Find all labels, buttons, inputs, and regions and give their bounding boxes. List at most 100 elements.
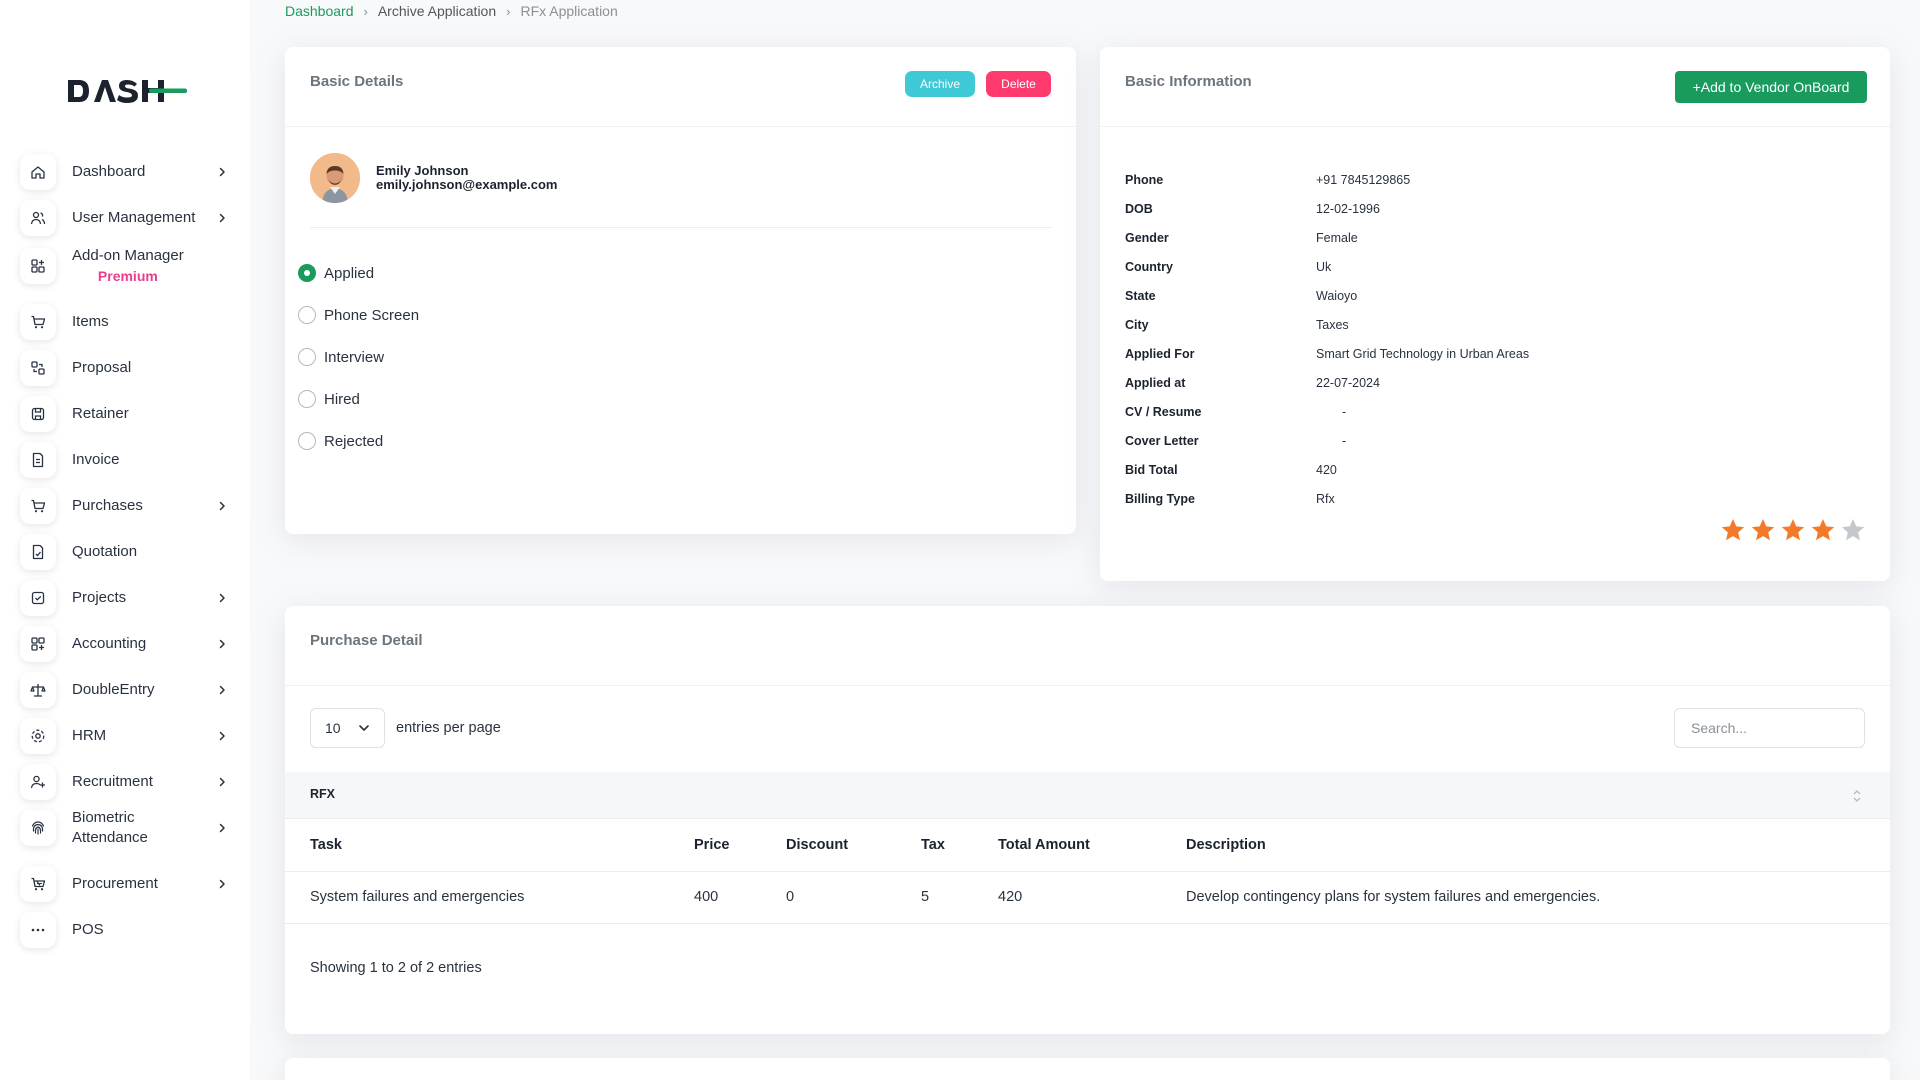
chevron-right-icon [219, 685, 225, 695]
sidebar-item-biometric-attendance[interactable]: Biometric Attendance [20, 800, 240, 856]
sidebar-item-doubleentry[interactable]: DoubleEntry [20, 662, 240, 718]
card-title: Basic Information [1125, 73, 1252, 90]
info-key: Gender [1125, 230, 1169, 245]
quotation-icon [20, 534, 56, 570]
home-icon [20, 154, 56, 190]
sidebar-item-hrm[interactable]: HRM [20, 708, 240, 764]
table-group-header[interactable]: RFX [285, 772, 1890, 819]
rating-stars[interactable] [1716, 517, 1866, 543]
radio-button[interactable] [298, 306, 316, 324]
archive-button[interactable]: Archive [905, 71, 975, 97]
procurement-icon [20, 866, 56, 902]
star-filled-icon[interactable] [1720, 517, 1746, 543]
info-key: Cover Letter [1125, 433, 1199, 448]
star-filled-icon[interactable] [1810, 517, 1836, 543]
info-value: 22-07-2024 [1316, 375, 1380, 390]
status-option-phone-screen[interactable]: Phone Screen [298, 294, 419, 336]
chevron-down-icon [359, 725, 369, 731]
star-filled-icon[interactable] [1780, 517, 1806, 543]
accounting-icon [20, 626, 56, 662]
basic-information-card: Basic Information +Add to Vendor OnBoard… [1100, 47, 1890, 581]
info-value: Taxes [1316, 317, 1349, 332]
entries-per-page-label: entries per page [396, 720, 501, 736]
delete-button[interactable]: Delete [986, 71, 1051, 97]
sidebar-item-pos[interactable]: POS [20, 902, 240, 958]
info-row-city: City Taxes [1125, 310, 1529, 339]
star-filled-icon[interactable] [1750, 517, 1776, 543]
status-label: Rejected [324, 432, 384, 450]
sidebar-item-retainer[interactable]: Retainer [20, 386, 240, 442]
chevron-right-icon [219, 777, 225, 787]
sidebar-item-label: HRM [72, 727, 107, 744]
status-radio-group: Applied Phone Screen Interview Hired Rejecte… [298, 252, 419, 462]
status-option-applied[interactable]: Applied [298, 252, 419, 294]
next-card [285, 1058, 1890, 1080]
radio-button[interactable] [298, 348, 316, 366]
sidebar: Dashboard User Management Add-on Manager Pr… [0, 0, 250, 1080]
card-header: Purchase Detail [285, 606, 1890, 686]
sidebar-item-proposal[interactable]: Proposal [20, 340, 240, 396]
user-plus-icon [20, 764, 56, 800]
star-empty-icon[interactable] [1840, 517, 1866, 543]
logo[interactable] [65, 76, 189, 106]
info-key: Phone [1125, 172, 1164, 187]
proposal-icon [20, 350, 56, 386]
breadcrumb-dashboard[interactable]: Dashboard [285, 3, 354, 19]
info-value: Smart Grid Technology in Urban Areas [1316, 346, 1530, 361]
radio-button[interactable] [298, 432, 316, 450]
sidebar-item-dashboard[interactable]: Dashboard [20, 144, 240, 200]
column-header-description[interactable]: Description [1186, 837, 1266, 853]
info-row-applied-at: Applied at 22-07-2024 [1125, 368, 1529, 397]
cell-task: System failures and emergencies [310, 889, 525, 905]
info-key: Country [1125, 259, 1173, 274]
sidebar-item-label: Items [72, 313, 109, 330]
status-option-rejected[interactable]: Rejected [298, 420, 419, 462]
cell-price: 400 [694, 889, 719, 905]
status-option-interview[interactable]: Interview [298, 336, 419, 378]
sidebar-item-projects[interactable]: Projects [20, 570, 240, 626]
chevron-right-icon [219, 501, 225, 511]
info-key: Billing Type [1125, 491, 1195, 506]
column-header-tax[interactable]: Tax [921, 837, 945, 853]
sidebar-item-label: Quotation [72, 543, 138, 560]
premium-badge: Premium [97, 268, 158, 284]
cell-description: Develop contingency plans for system fai… [1186, 889, 1601, 905]
info-key: Applied For [1125, 346, 1195, 361]
sidebar-item-label: Purchases [72, 497, 143, 514]
column-header-task[interactable]: Task [310, 837, 342, 853]
search-input[interactable] [1674, 708, 1865, 748]
column-header-discount[interactable]: Discount [786, 837, 849, 853]
sidebar-item-add-on-manager[interactable]: Add-on Manager Premium [20, 238, 240, 294]
sidebar-item-recruitment[interactable]: Recruitment [20, 754, 240, 810]
entries-per-page-select[interactable]: 10 [310, 708, 385, 748]
chevron-right-icon [219, 213, 225, 223]
pagination-info: Showing 1 to 2 of 2 entries [310, 960, 482, 976]
radio-button[interactable] [298, 264, 316, 282]
column-header-price[interactable]: Price [694, 837, 730, 853]
column-header-total-amount[interactable]: Total Amount [998, 837, 1090, 853]
cell-tax: 5 [921, 889, 930, 905]
sidebar-item-quotation[interactable]: Quotation [20, 524, 240, 580]
sidebar-item-label: Invoice [72, 451, 120, 468]
add-to-vendor-onboard-button[interactable]: +Add to Vendor OnBoard [1675, 71, 1867, 103]
sort-icon[interactable] [1852, 787, 1862, 805]
chevron-right-icon: › [363, 3, 368, 19]
sidebar-item-items[interactable]: Items [20, 294, 240, 350]
sidebar-item-invoice[interactable]: Invoice [20, 432, 240, 488]
breadcrumb-archive-application[interactable]: Archive Application [377, 3, 497, 19]
entries-per-page: 10 entries per page [310, 708, 501, 748]
sidebar-item-accounting[interactable]: Accounting [20, 616, 240, 672]
info-row-phone: Phone +91 7845129865 [1125, 165, 1529, 194]
divider [310, 227, 1051, 228]
status-option-hired[interactable]: Hired [298, 378, 419, 420]
sidebar-item-purchases[interactable]: Purchases [20, 478, 240, 534]
card-title: Basic Details [310, 73, 404, 90]
entries-per-page-value: 10 [325, 720, 341, 736]
info-row-cover-letter: Cover Letter - [1125, 426, 1529, 455]
info-key: State [1125, 288, 1156, 303]
sidebar-item-procurement[interactable]: Procurement [20, 856, 240, 912]
sidebar-item-user-management[interactable]: User Management [20, 190, 240, 246]
radio-button[interactable] [298, 390, 316, 408]
info-value: - [1342, 433, 1347, 448]
pos-icon [20, 912, 56, 948]
